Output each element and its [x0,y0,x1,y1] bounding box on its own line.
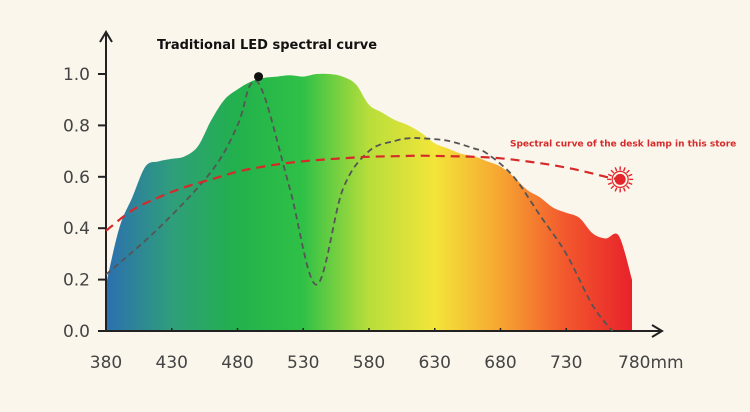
y-tick-label: 0.0 [63,322,90,342]
x-tick-label: 380 [90,353,122,373]
peak-dot [254,72,264,82]
sun-ray [614,167,618,172]
sun-ray [626,185,630,190]
sun-ray [626,169,630,174]
y-tick-label: 0.2 [63,271,90,291]
x-tick-label: 480 [221,353,253,373]
chart-title: Traditional LED spectral curve [157,38,377,53]
sun-ray [628,173,633,177]
y-tick-label: 0.4 [63,219,90,239]
sun-ray [614,187,618,192]
x-tick-label: 430 [156,353,188,373]
sun-ray [628,182,633,185]
spectrum-area [106,73,632,331]
x-tick-label: 630 [419,353,451,373]
sun-icon [607,166,634,193]
sun-ray [622,167,626,172]
y-axis-arrow [99,30,113,43]
x-axis-arrow [651,324,664,338]
y-tick-label: 0.8 [63,116,90,136]
sun-ray [610,185,615,190]
y-tick-label: 1.0 [63,65,90,85]
desk-lamp-annotation: Spectral curve of the desk lamp in this … [510,139,736,149]
x-tick-label: 680 [484,353,516,373]
x-tick-label: 530 [287,353,319,373]
sun-ray [622,187,626,192]
sun-ray [610,169,615,174]
y-tick-label: 0.6 [63,168,90,188]
sun-core [614,173,626,185]
sun-ray [607,182,613,185]
sun-ring [611,170,629,188]
traditional-led-curve [105,79,614,332]
x-tick-label: 580 [353,353,385,373]
x-tick-label: 730 [550,353,582,373]
x-tick-label: 780mm [618,353,684,373]
sun-ray [607,173,613,177]
desk-lamp-curve [105,154,620,232]
